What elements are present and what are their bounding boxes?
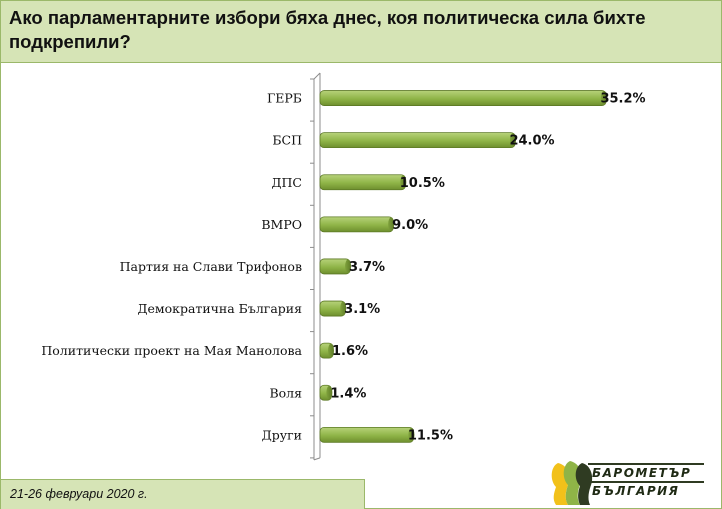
chart-axis	[310, 72, 321, 461]
logo-line2: БЪЛГАРИЯ	[592, 484, 679, 498]
logo-line1: БАРОМЕТЪР	[592, 466, 691, 480]
bar-cap	[510, 133, 516, 148]
value-label: 3.1%	[344, 302, 380, 317]
bar-9	[319, 426, 415, 443]
bar-cap	[388, 217, 395, 232]
bar-6	[319, 300, 347, 317]
y-axis-top-edge	[313, 72, 321, 80]
category-label: ДПС	[271, 175, 302, 190]
bar-5	[319, 258, 352, 275]
survey-date: 21-26 февруари 2020 г.	[10, 487, 148, 501]
category-label: Демократична България	[137, 301, 302, 316]
bar-7	[319, 342, 334, 359]
category-label: Други	[262, 427, 302, 442]
bar-2	[319, 132, 516, 149]
value-label: 3.7%	[349, 260, 385, 275]
value-label: 9.0%	[392, 218, 428, 233]
logo-rule-mid	[588, 481, 704, 483]
category-label: ГЕРБ	[267, 91, 302, 106]
bar-1	[319, 90, 607, 106]
chart-title: Ако парламентарните избори бяха днес, ко…	[9, 7, 646, 52]
barometer-bulgaria-logo: БАРОМЕТЪР БЪЛГАРИЯ	[551, 461, 704, 505]
bar-body	[319, 174, 406, 191]
bar-8	[319, 384, 333, 401]
category-label: Политически проект на Мая Манолова	[41, 343, 302, 358]
category-label: ВМРО	[261, 217, 302, 232]
bar-cap	[328, 343, 334, 358]
logo-heads-icon	[551, 461, 593, 505]
bar-body	[319, 132, 516, 149]
bar-body	[319, 426, 414, 443]
bar-cap	[601, 91, 607, 106]
value-label: 10.5%	[400, 176, 445, 191]
bar-cap	[400, 175, 407, 190]
category-label: БСП	[272, 133, 302, 148]
chart-labels: ГЕРБ 35.2% БСП 24.0% ДПС 10.5% ВМРО 9.0% Партия …	[41, 91, 645, 444]
y-axis-bottom-edge	[313, 457, 321, 461]
bar-cap	[340, 301, 347, 316]
category-label: Воля	[269, 385, 302, 400]
value-label: 1.4%	[330, 386, 366, 401]
bar-cap	[408, 427, 415, 442]
value-label: 35.2%	[600, 92, 645, 107]
bar-3	[319, 174, 407, 191]
bar-body	[319, 216, 394, 233]
chart-bars	[319, 90, 607, 443]
category-label: Партия на Слави Трифонов	[120, 259, 302, 274]
title-bar: Ако парламентарните избори бяха днес, ко…	[1, 1, 721, 63]
bar-cap	[345, 259, 352, 274]
bar-cap	[326, 385, 333, 400]
logo-rule-top	[588, 463, 704, 465]
survey-date-footer: 21-26 февруари 2020 г.	[1, 479, 365, 509]
value-label: 11.5%	[408, 428, 453, 443]
bar-body	[319, 90, 607, 106]
value-label: 1.6%	[332, 344, 368, 359]
bar-4	[319, 216, 395, 233]
value-label: 24.0%	[509, 134, 554, 149]
